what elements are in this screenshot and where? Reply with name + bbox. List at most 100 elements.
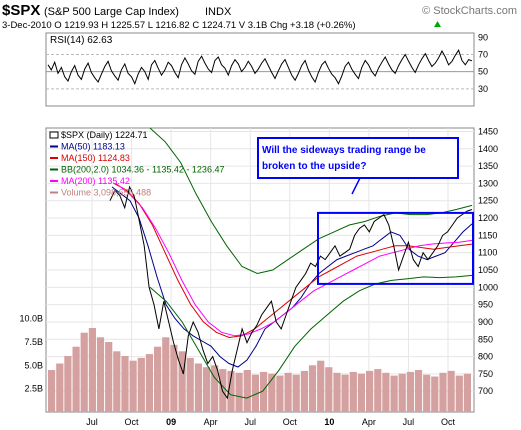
chart-legend: $SPX (Daily) 1224.71 MA(50) 1183.13MA(150… <box>49 130 224 198</box>
trading-range-box <box>317 211 474 285</box>
annotation-line-2: broken to the upside? <box>262 161 366 172</box>
rsi-line <box>47 49 473 86</box>
volume-bar <box>170 344 178 412</box>
volume-bar <box>154 346 162 412</box>
volume-bar <box>211 365 219 412</box>
price-tick-label: 1400 <box>478 144 498 154</box>
volume-bar <box>178 351 186 412</box>
volume-bar <box>194 363 202 412</box>
legend-label: MA(150) 1124.83 <box>61 153 130 163</box>
volume-bar <box>406 371 414 412</box>
x-tick-label: 10 <box>324 417 334 427</box>
volume-bar <box>357 373 365 412</box>
rsi-axis: 30 50 70 90 <box>478 32 488 94</box>
x-tick-label: Jul <box>86 417 98 427</box>
volume-bar <box>88 328 96 412</box>
rsi-tick-label: 50 <box>478 67 488 77</box>
volume-bars <box>48 328 471 412</box>
volume-bar <box>129 360 137 412</box>
legend-label: MA(200) 1135.42 <box>61 176 130 186</box>
volume-bar <box>423 374 431 412</box>
price-tick-label: 1000 <box>478 282 498 292</box>
rsi-grid <box>46 53 474 90</box>
price-tick-label: 950 <box>478 300 493 310</box>
annotation-line-1: Will the sideways trading range be <box>262 145 426 156</box>
volume-bar <box>243 370 251 412</box>
up-arrow-icon <box>434 21 441 27</box>
x-tick-label: 09 <box>166 417 176 427</box>
legend-label: BB(200,2.0) 1034.36 - 1135.42 - 1236.47 <box>61 165 224 175</box>
series-line <box>149 274 473 399</box>
price-tick-label: 800 <box>478 352 493 362</box>
price-tick-label: 1100 <box>478 248 497 258</box>
volume-bar <box>56 363 64 412</box>
x-tick-label: Jul <box>403 417 415 427</box>
volume-bar <box>455 375 463 412</box>
volume-bar <box>325 367 333 412</box>
price-tick-label: 900 <box>478 317 493 327</box>
volume-bar <box>284 372 292 412</box>
price-line <box>109 185 473 400</box>
volume-bar <box>260 371 268 412</box>
volume-bar <box>48 370 56 412</box>
volume-tick-label: 5.0B <box>24 360 43 370</box>
volume-bar <box>145 354 153 412</box>
volume-axis: 2.5B 5.0B 7.5B 10.0B <box>19 314 43 394</box>
price-axis: 700 750 800 850 900 950 1000 1050 1100 1150 1200 12… <box>478 126 498 396</box>
volume-bar <box>64 356 72 412</box>
volume-bar <box>382 372 390 412</box>
volume-bar <box>414 370 423 412</box>
volume-bar <box>439 372 447 412</box>
x-tick-label: Jul <box>244 417 256 427</box>
exchange-label: INDX <box>205 6 232 18</box>
legend-swatch <box>49 131 59 139</box>
volume-bar <box>447 370 455 412</box>
symbol-name: (S&P 500 Large Cap Index) <box>44 6 179 18</box>
volume-tick-label: 2.5B <box>24 384 43 394</box>
volume-bar <box>268 373 276 412</box>
rsi-tick-label: 70 <box>478 49 488 59</box>
price-tick-label: 1200 <box>478 213 498 223</box>
volume-bar <box>113 351 121 412</box>
volume-bar <box>308 365 317 412</box>
price-tick-label: 700 <box>478 386 493 396</box>
volume-bar <box>333 372 341 412</box>
symbol-title: $SPX <box>2 2 40 19</box>
volume-bar <box>186 357 194 412</box>
series-line <box>149 127 473 275</box>
volume-bar <box>300 370 308 412</box>
volume-bar <box>276 375 284 412</box>
volume-bar <box>341 374 349 412</box>
price-tick-label: 750 <box>478 369 493 379</box>
quote-line: 3-Dec-2010 O 1219.93 H 1225.57 L 1216.82… <box>2 20 356 31</box>
volume-bar <box>251 374 259 412</box>
legend-label: Volume 3,098,655,488 <box>61 188 151 198</box>
volume-bar <box>349 371 357 412</box>
volume-bar <box>80 332 88 412</box>
volume-bar <box>105 342 113 412</box>
volume-bar <box>96 337 105 412</box>
volume-bar <box>227 370 235 412</box>
volume-bar <box>390 375 398 412</box>
legend-label: MA(50) 1183.13 <box>61 142 125 152</box>
x-tick-label: Oct <box>441 417 456 427</box>
rsi-tick-label: 90 <box>478 32 488 42</box>
volume-bar <box>317 360 325 412</box>
x-axis: Jul Oct 09 Apr Jul Oct 10 Apr Jul Oct <box>86 417 455 427</box>
volume-bar <box>202 367 211 412</box>
x-tick-label: Oct <box>283 417 298 427</box>
volume-bar <box>292 374 300 412</box>
x-tick-label: Apr <box>362 417 376 427</box>
series-line <box>115 183 473 337</box>
annotation-callout <box>257 137 459 179</box>
price-tick-label: 1050 <box>478 265 498 275</box>
volume-bar <box>431 376 439 412</box>
volume-tick-label: 10.0B <box>19 314 43 324</box>
series-lines <box>111 127 473 399</box>
price-tick-label: 850 <box>478 334 493 344</box>
volume-bar <box>137 357 145 412</box>
price-tick-label: 1450 <box>478 126 498 136</box>
series-line <box>113 182 473 339</box>
volume-bar <box>463 373 471 412</box>
